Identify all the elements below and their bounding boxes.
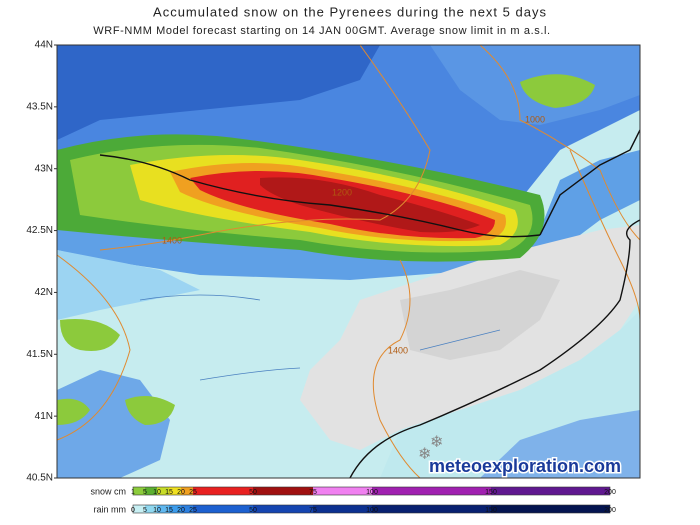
svg-text:❄: ❄ — [430, 434, 443, 451]
legend-tick-label: 75 — [309, 507, 317, 514]
legend-swatch — [169, 487, 181, 495]
map — [57, 45, 640, 478]
legend-tick-label: 150 — [485, 507, 497, 514]
legend-tick-label: 15 — [165, 507, 173, 514]
latitude-label: 42N — [35, 287, 53, 298]
legend-swatch — [313, 505, 372, 513]
legend-swatch — [157, 487, 169, 495]
legend-swatch — [157, 505, 169, 513]
legend-swatch — [253, 505, 313, 513]
legend-swatch — [145, 487, 157, 495]
legend-tick-label: 25 — [189, 507, 197, 514]
legend-swatch — [313, 487, 372, 495]
legend-swatch — [491, 505, 610, 513]
legend-swatch — [372, 487, 491, 495]
legend-tick-label: 20 — [177, 489, 185, 496]
legend-tick-label: 0 — [131, 507, 135, 514]
legend-swatch — [133, 505, 145, 513]
legend-swatch — [133, 487, 145, 495]
legend-swatch — [169, 505, 181, 513]
legend-swatch — [372, 505, 491, 513]
legend-label: snow cm — [90, 486, 126, 496]
legend-tick-label: 200 — [604, 507, 616, 514]
latitude-label: 41N — [35, 411, 53, 422]
contour-label: 1400 — [162, 235, 182, 245]
legend-tick-label: 200 — [604, 489, 616, 496]
legend-tick-label: 1 — [131, 489, 135, 496]
latitude-label: 42.5N — [26, 225, 53, 236]
legend-frame — [132, 486, 611, 496]
latitude-label: 40.5N — [26, 473, 53, 484]
latitude-label: 41.5N — [26, 349, 53, 360]
legend-swatch — [253, 487, 313, 495]
latitude-label: 43.5N — [26, 101, 53, 112]
title: Accumulated snow on the Pyrenees during … — [153, 4, 547, 19]
watermark: meteoexploration.com — [429, 456, 621, 476]
legend-tick-label: 20 — [177, 507, 185, 514]
legend-swatch — [193, 487, 253, 495]
legend-tick-label: 10 — [153, 489, 161, 496]
legend-label: rain mm — [93, 504, 126, 514]
legend-tick-label: 100 — [366, 507, 378, 514]
subtitle: WRF-NMM Model forecast starting on 14 JA… — [93, 25, 550, 37]
svg-text:❄: ❄ — [418, 446, 431, 463]
latitude-label: 44N — [35, 40, 53, 51]
legend-tick-label: 50 — [249, 507, 257, 514]
map-frame — [56, 44, 641, 479]
legend-tick-label: 25 — [189, 489, 197, 496]
legend-tick-label: 50 — [249, 489, 257, 496]
legend-tick-label: 150 — [485, 489, 497, 496]
legend-frame — [132, 504, 611, 514]
legend-swatch — [181, 487, 193, 495]
legend-swatch — [145, 505, 157, 513]
contour-label: 1000 — [525, 114, 545, 124]
legend-tick-label: 100 — [366, 489, 378, 496]
legend-tick-label: 10 — [153, 507, 161, 514]
legend-swatch — [193, 505, 253, 513]
legend-swatch — [491, 487, 610, 495]
legend-tick-label: 75 — [309, 489, 317, 496]
legend-swatch — [181, 505, 193, 513]
legend-tick-label: 15 — [165, 489, 173, 496]
legend-tick-label: 5 — [143, 489, 147, 496]
contour-label: 1400 — [388, 345, 408, 355]
contour-label: 1200 — [332, 187, 352, 197]
snowflake-icon: ❄❄ — [418, 434, 443, 463]
latitude-label: 43N — [35, 163, 53, 174]
legend-tick-label: 5 — [143, 507, 147, 514]
